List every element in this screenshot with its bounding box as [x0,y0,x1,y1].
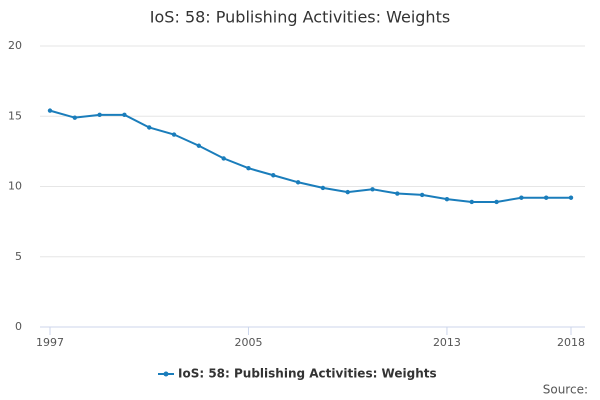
point [147,125,152,130]
point [196,143,202,148]
point [345,189,350,195]
y-tick-label: 0 [15,320,22,333]
source-label: Source: [543,383,588,397]
chart-title: IoS: 58: Publishing Activities: Weights [150,8,450,27]
point [171,132,177,137]
x-tick-label: 2018 [557,336,585,349]
point [543,195,549,200]
point [568,195,574,200]
point [370,187,375,192]
point [221,156,226,161]
point [320,185,326,191]
point [72,115,78,120]
series-line [49,109,571,203]
point [419,192,425,198]
point [47,108,53,113]
legend-swatch-dot [163,371,169,377]
y-tick-label: 10 [8,180,22,193]
point [246,166,251,171]
point [295,180,301,185]
legend-label: IoS: 58: Publishing Activities: Weights [178,367,437,381]
point [395,191,400,196]
x-tick-label: 1997 [36,336,64,349]
y-tick-label: 20 [8,39,22,52]
x-tick-label: 2005 [234,336,262,349]
x-tick-label: 2013 [433,336,461,349]
point [122,112,127,118]
point [444,196,450,202]
point [494,199,499,205]
y-tick-label: 15 [8,109,22,122]
point [469,199,474,205]
point [271,173,276,178]
point [519,195,524,200]
y-tick-label: 5 [15,250,22,263]
point [97,112,102,118]
